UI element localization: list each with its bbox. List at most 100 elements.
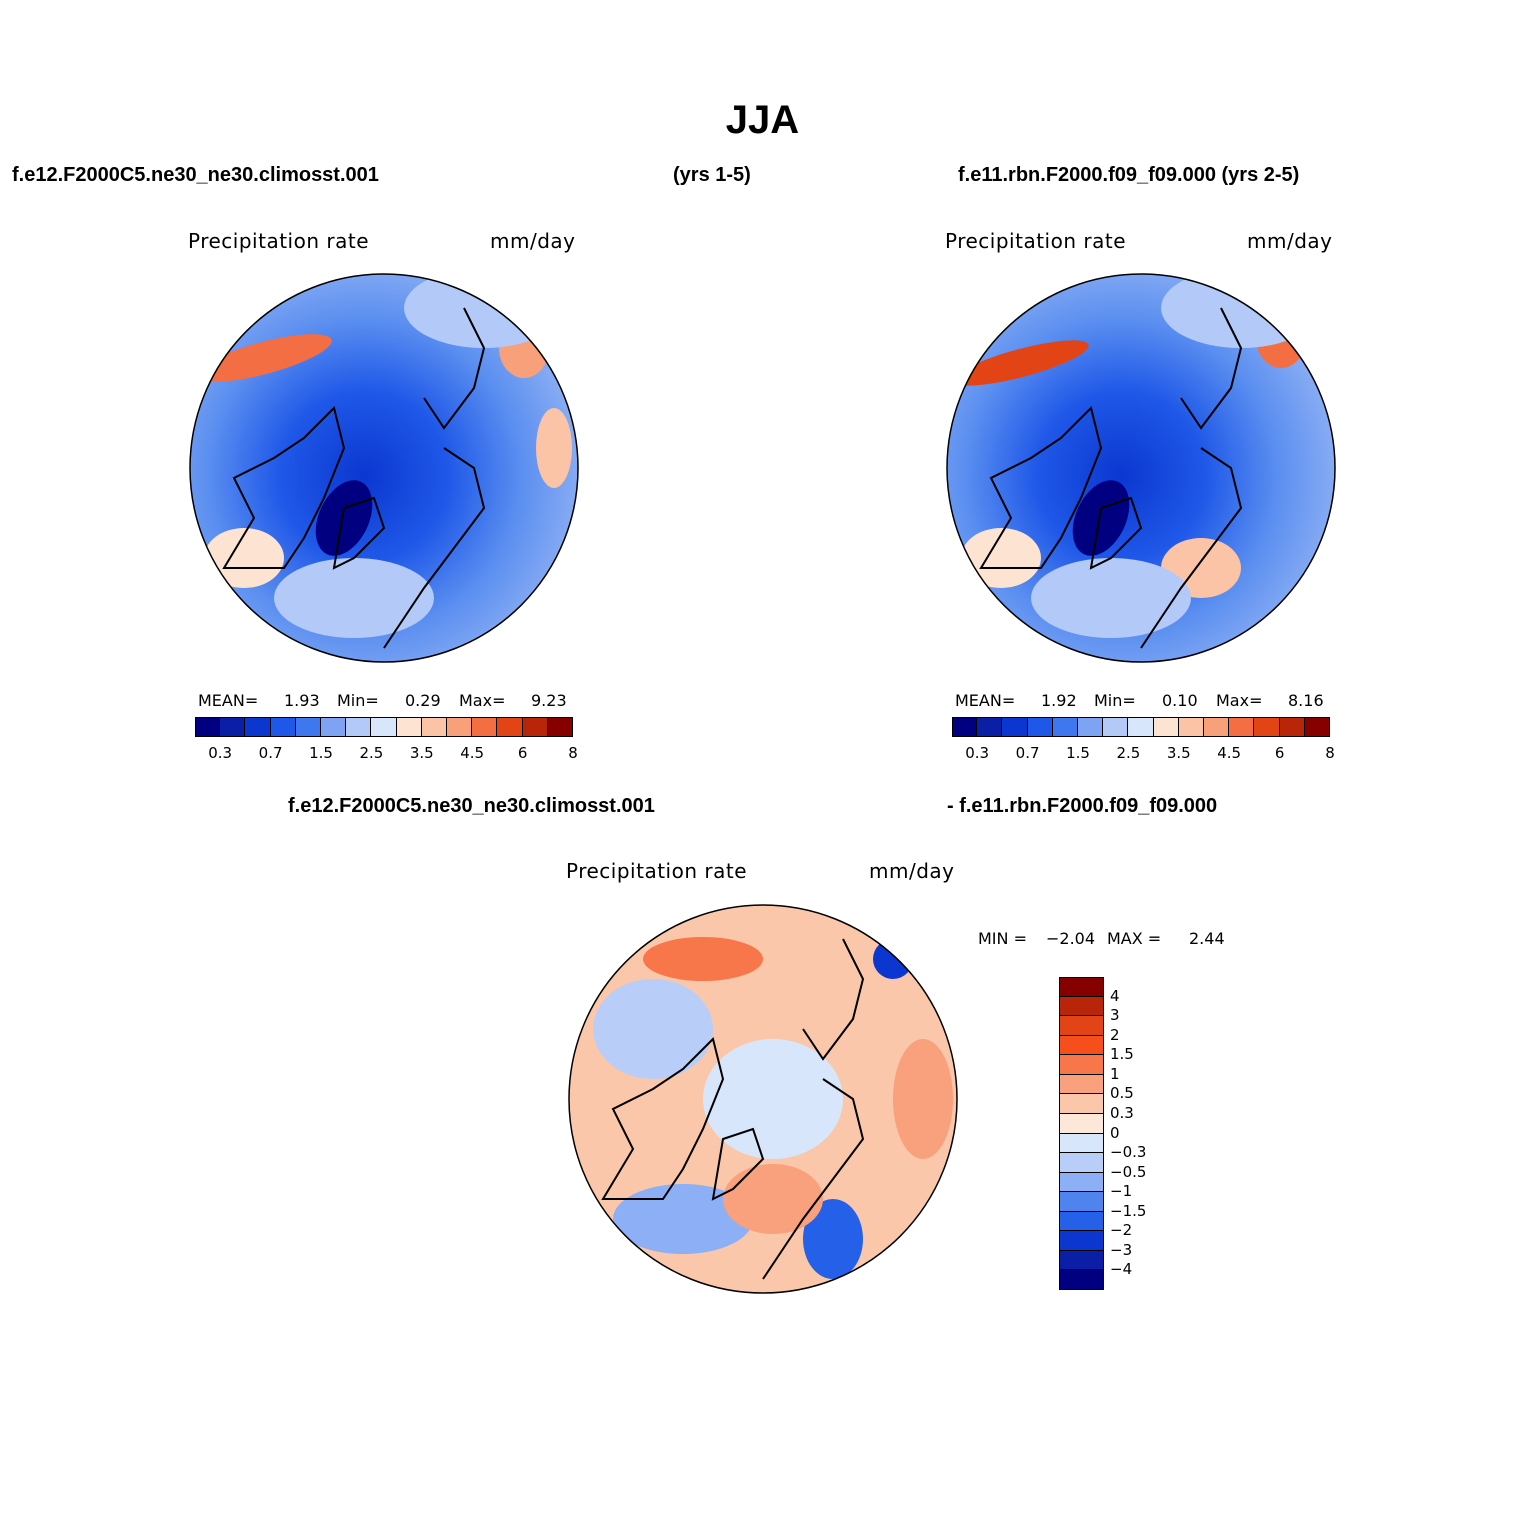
- panel1-colorbar: [195, 717, 573, 737]
- diff-colorbar-tick: −0.3: [1110, 1143, 1147, 1162]
- panel2-colorbar-ticks: 0.3 0.7 1.5 2.5 3.5 4.5 6 8: [952, 744, 1335, 764]
- diff-colorbar-box: [1059, 1231, 1104, 1251]
- panel2-colorbar-box: [1078, 717, 1104, 737]
- panel2-mean-value: 1.92: [1041, 691, 1077, 710]
- panel1-colorbar-box: [396, 717, 422, 737]
- diff-title-left: f.e12.F2000C5.ne30_ne30.climosst.001: [288, 795, 655, 817]
- panel1-colorbar-box: [547, 717, 573, 737]
- diff-colorbar-box: [1059, 1153, 1104, 1173]
- diff-colorbar-box: [1059, 1094, 1104, 1114]
- panel2-mean-label: MEAN=: [955, 691, 1016, 710]
- panel1-mean-value: 1.93: [284, 691, 320, 710]
- panel2-colorbar-box: [1052, 717, 1078, 737]
- diff-coastlines: [601, 938, 865, 1280]
- diff-pos-south: [723, 1164, 823, 1234]
- case1-years: (yrs 1-5): [673, 164, 751, 186]
- panel1-colorbar-box: [295, 717, 321, 737]
- panel2-colorbar-tick: 2.5: [1116, 744, 1141, 762]
- diff-min-value: −2.04: [1046, 929, 1096, 948]
- diff-colorbar-box: [1059, 996, 1104, 1017]
- diff-colorbar-box: [1059, 1113, 1104, 1134]
- diff-colorbar-tick: 1: [1110, 1064, 1120, 1083]
- diff-colorbar-box: [1059, 1074, 1104, 1095]
- diff-colorbar-tick: 4: [1110, 986, 1120, 1005]
- panel1-colorbar-box: [497, 717, 523, 737]
- panel1-colorbar-tick: 0.3: [208, 744, 233, 762]
- panel1-colorbar-tick: 6: [517, 744, 528, 762]
- panel1-units: mm/day: [490, 229, 576, 253]
- panel2-colorbar-tick: 1.5: [1066, 744, 1090, 762]
- panel2-colorbar-box: [1027, 717, 1053, 737]
- diff-colorbar-box: [1059, 1055, 1104, 1075]
- panel2-variable: Precipitation rate: [945, 229, 1126, 253]
- panel2-colorbar-box: [1254, 717, 1280, 737]
- panel1-low-sw: [204, 528, 284, 588]
- diff-colorbar-tick: −1.5: [1110, 1201, 1147, 1220]
- panel1-max-label: Max=: [459, 691, 506, 710]
- diff-variable: Precipitation rate: [566, 859, 747, 883]
- panel1-colorbar-tick: 2.5: [359, 744, 384, 762]
- panel2-colorbar-box: [1229, 717, 1255, 737]
- diff-colorbar-ticks: 4 3 2 1.5 1 0.5 0.3 0 −0.3 −0.5 −1 −1.5 −2 −3 −4: [1110, 977, 1170, 1290]
- panel1-colorbar-box: [195, 717, 221, 737]
- diff-colorbar-tick: 3: [1110, 1006, 1120, 1025]
- diff-map-border: [568, 904, 958, 1294]
- panel1-colorbar-box: [270, 717, 296, 737]
- diff-colorbar-tick: −1: [1110, 1182, 1133, 1201]
- diff-colorbar-box: [1059, 1172, 1104, 1193]
- panel2-high-band: [953, 340, 1089, 386]
- diff-neg-sw: [613, 1184, 753, 1254]
- panel2-colorbar-box: [952, 717, 978, 737]
- panel2-low-s: [1031, 558, 1191, 638]
- panel2-colorbar-tick: 0.3: [965, 744, 990, 762]
- diff-neg-pole: [703, 1039, 843, 1159]
- panel1-min-label: Min=: [337, 691, 379, 710]
- panel2-map-border: [946, 273, 1336, 663]
- panel2-colorbar-box: [1304, 717, 1330, 737]
- panel2-greenland-min: [1072, 480, 1130, 556]
- panel2-colorbar-box: [1279, 717, 1305, 737]
- panel1-colorbar-box: [522, 717, 548, 737]
- diff-pos-east: [893, 1039, 953, 1159]
- diff-colorbar-tick: 1.5: [1110, 1045, 1134, 1064]
- panel2-colorbar-tick: 0.7: [1015, 744, 1040, 762]
- panel1-coastlines: [222, 307, 486, 649]
- diff-units: mm/day: [869, 859, 955, 883]
- panel1-colorbar-ticks: 0.3 0.7 1.5 2.5 3.5 4.5 6 8: [195, 744, 578, 764]
- panel2-colorbar-tick: 8: [1325, 744, 1335, 762]
- case2-title: f.e11.rbn.F2000.f09_f09.000 (yrs 2-5): [958, 164, 1300, 186]
- panel2-colorbar-tick: 6: [1274, 744, 1285, 762]
- panel1-colorbar-box: [346, 717, 372, 737]
- diff-colorbar-box: [1059, 1133, 1104, 1154]
- panel1-colorbar-box: [245, 717, 271, 737]
- panel1-colorbar-tick: 0.7: [258, 744, 283, 762]
- panel1-low-n: [404, 274, 564, 348]
- panel1-low-s: [274, 558, 434, 638]
- diff-max-label: MAX =: [1107, 929, 1162, 948]
- diff-colorbar-tick: −0.5: [1110, 1162, 1147, 1181]
- panel1-colorbar-box: [371, 717, 397, 737]
- panel1-colorbar-box: [447, 717, 473, 737]
- diff-colorbar-tick: 0.5: [1110, 1084, 1134, 1103]
- diff-colorbar-box: [1059, 1250, 1104, 1271]
- diff-pos-north: [643, 937, 763, 981]
- diff-colorbar-box: [1059, 1270, 1104, 1290]
- panel1-colorbar-tick: 1.5: [309, 744, 333, 762]
- diff-colorbar-tick: −4: [1110, 1260, 1133, 1279]
- panel1-max-value: 9.23: [531, 691, 567, 710]
- panel2-low-sw: [961, 528, 1041, 588]
- diff-colorbar-tick: 0: [1110, 1123, 1120, 1142]
- diff-colorbar-box: [1059, 977, 1104, 997]
- panel2-colorbar-box: [1128, 717, 1154, 737]
- panel1-colorbar-tick: 3.5: [409, 744, 434, 762]
- diff-map: [568, 904, 958, 1294]
- diff-colorbar-box: [1059, 1035, 1104, 1056]
- diff-colorbar-box: [1059, 1016, 1104, 1036]
- panel2-min-value: 0.10: [1162, 691, 1198, 710]
- panel2-colorbar-box: [1153, 717, 1179, 737]
- panel1-colorbar-box: [421, 717, 447, 737]
- diff-colorbar-box: [1059, 1211, 1104, 1232]
- panel1-map-border: [189, 273, 579, 663]
- panel2-colorbar-tick: 3.5: [1166, 744, 1191, 762]
- case1-title: f.e12.F2000C5.ne30_ne30.climosst.001: [12, 164, 379, 186]
